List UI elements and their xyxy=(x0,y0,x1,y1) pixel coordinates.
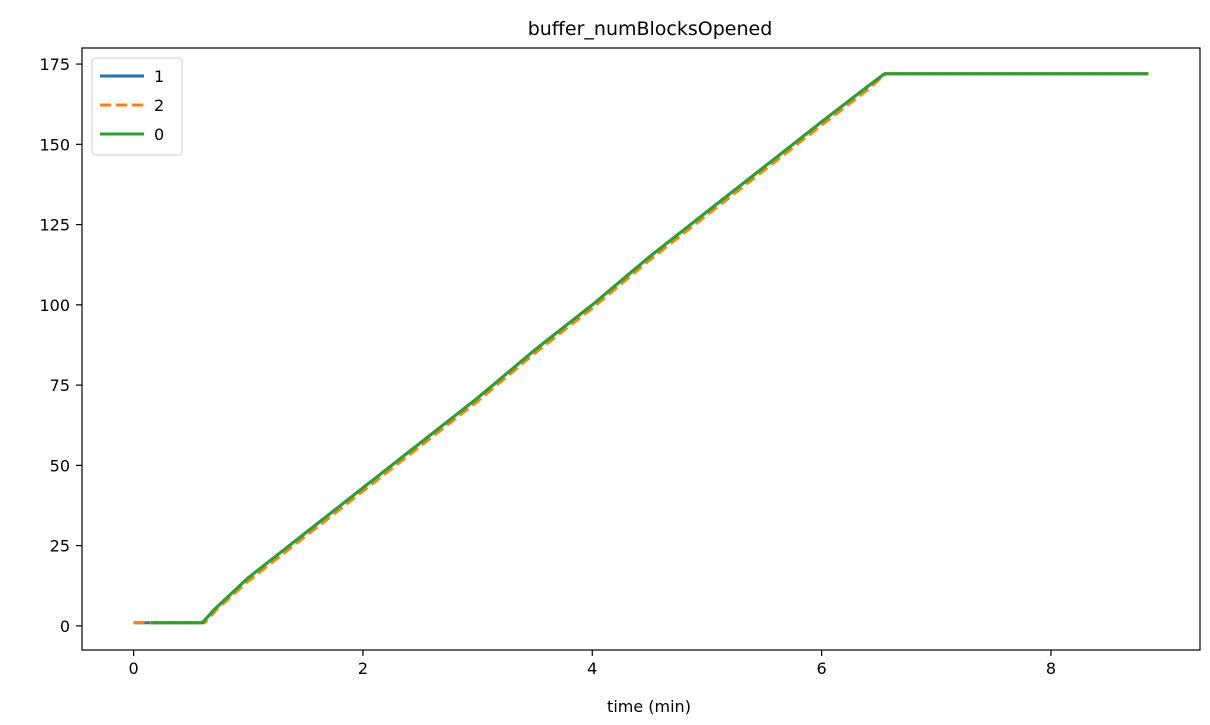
y-tick-label: 0 xyxy=(60,617,70,636)
x-tick-label: 4 xyxy=(587,659,597,678)
legend-label-1: 1 xyxy=(154,67,164,86)
series-line-1 xyxy=(134,74,1149,623)
legend-label-2: 2 xyxy=(154,96,164,115)
x-tick-label: 8 xyxy=(1046,659,1056,678)
legend: 1 2 0 xyxy=(92,58,182,155)
x-tick-label: 2 xyxy=(358,659,368,678)
y-tick-label: 25 xyxy=(50,537,70,556)
plot-area xyxy=(134,74,1149,623)
y-tick-label: 50 xyxy=(50,456,70,475)
axes-frame xyxy=(82,48,1200,650)
series-line-2 xyxy=(134,74,1149,623)
x-axis: 0 2 4 6 8 xyxy=(129,650,1057,678)
y-tick-label: 125 xyxy=(39,216,70,235)
x-tick-label: 0 xyxy=(129,659,139,678)
y-tick-label: 100 xyxy=(39,296,70,315)
y-tick-label: 75 xyxy=(50,376,70,395)
y-tick-label: 150 xyxy=(39,135,70,154)
y-tick-label: 175 xyxy=(39,55,70,74)
x-tick-label: 6 xyxy=(817,659,827,678)
x-axis-label: time (min) xyxy=(607,697,691,716)
legend-label-0: 0 xyxy=(154,125,164,144)
y-axis: 0 25 50 75 100 125 150 175 xyxy=(39,55,82,636)
chart-title: buffer_numBlocksOpened xyxy=(528,18,773,40)
